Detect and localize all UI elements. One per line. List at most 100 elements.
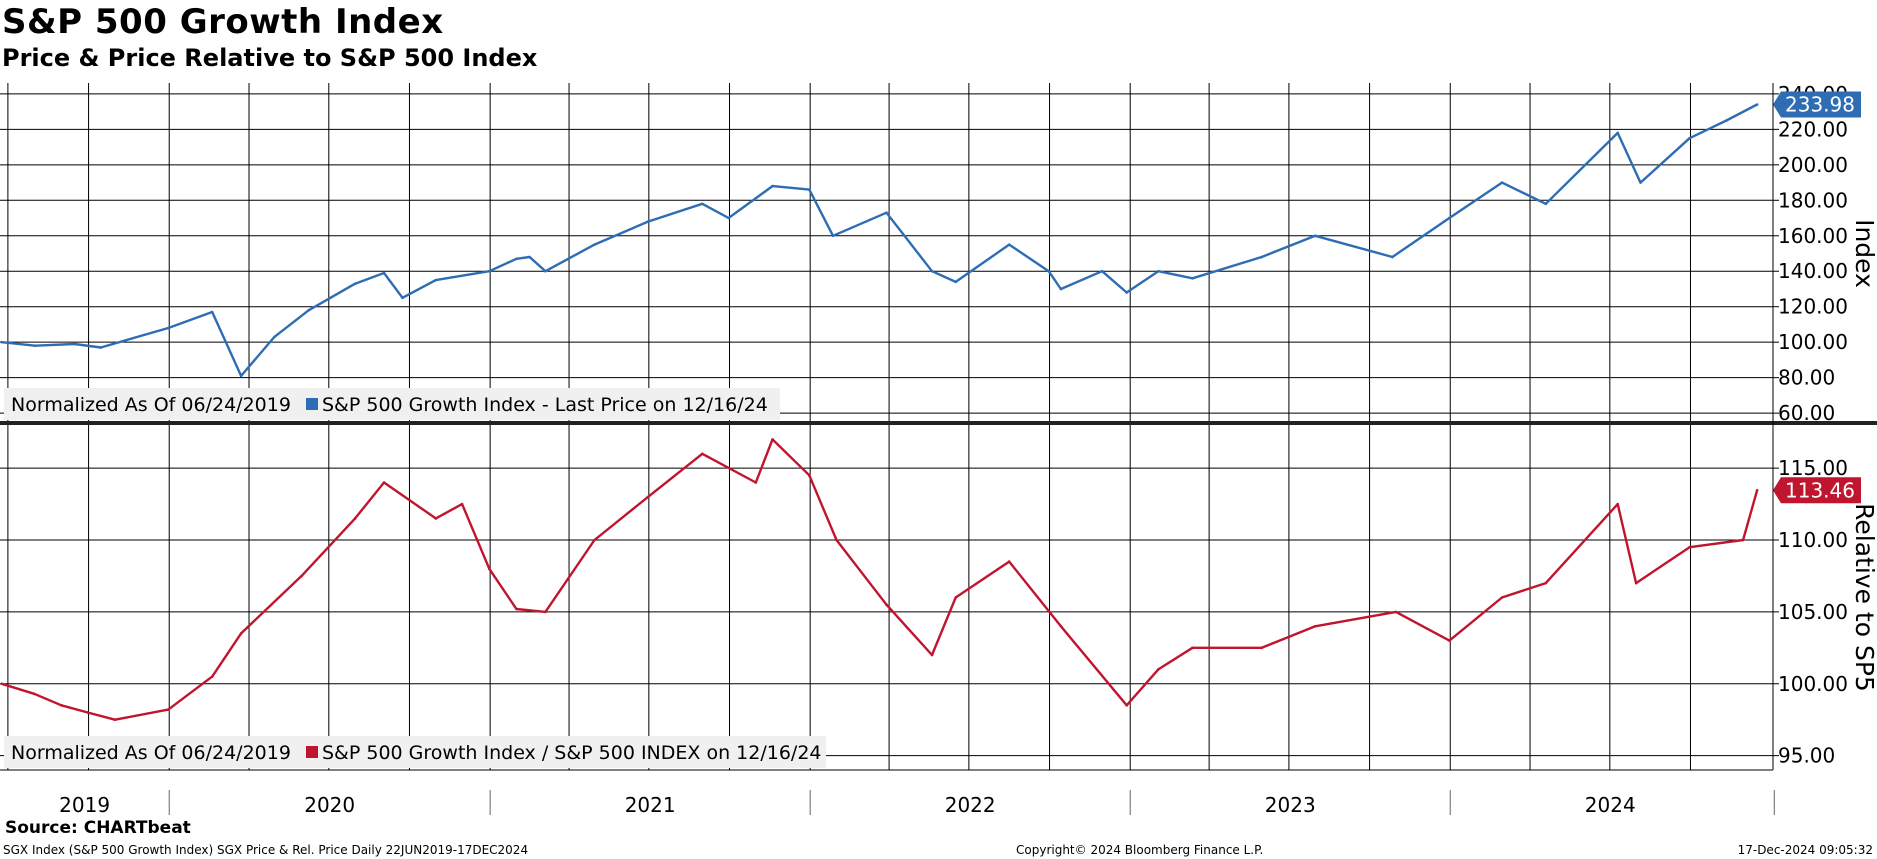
data-point (528, 255, 531, 259)
data-point (273, 335, 276, 339)
data-point (807, 474, 811, 477)
last-value-tag-background (1773, 477, 1861, 504)
data-point (0, 682, 4, 686)
data-point (434, 517, 438, 520)
data-point (1500, 596, 1504, 599)
legend-series-name: S&P 500 Growth Index / S&P 500 INDEX on … (322, 742, 822, 764)
last-value-tag: 233.98 (1773, 91, 1861, 118)
data-point (353, 517, 357, 520)
data-point (239, 632, 243, 635)
data-point (1156, 668, 1160, 671)
data-point (1634, 581, 1638, 585)
data-point (1688, 136, 1691, 140)
y-tick-label: 220.00 (1778, 117, 1848, 141)
chart-title: S&P 500 Growth Index (2, 2, 444, 42)
data-point (307, 308, 310, 312)
data-point (1191, 646, 1194, 650)
data-point (353, 282, 357, 285)
data-point (1125, 291, 1128, 294)
plot-area (0, 83, 1773, 773)
x-tick-label: 2024 (1585, 793, 1636, 817)
x-tick-label: 2021 (625, 793, 676, 817)
legend-swatch (306, 398, 318, 410)
data-point (1755, 103, 1759, 106)
data-point (930, 653, 934, 657)
y-tick-label: 140.00 (1778, 259, 1848, 283)
y-tick-label: 80.00 (1778, 366, 1835, 390)
data-point (434, 278, 438, 282)
data-point (1125, 704, 1128, 707)
last-value-label: 113.46 (1785, 478, 1855, 502)
data-point (1156, 269, 1160, 273)
data-point (1007, 560, 1011, 563)
data-point (382, 271, 386, 275)
x-tick-label: 2023 (1265, 793, 1316, 817)
data-point (1047, 269, 1050, 273)
data-point (1100, 269, 1104, 273)
y-tick-label: 110.00 (1778, 528, 1848, 552)
legend-prefix: Normalized As Of 06/24/2019 (11, 742, 291, 764)
data-point (401, 296, 404, 300)
data-point (167, 708, 170, 711)
data-point (1007, 243, 1011, 246)
data-point (544, 610, 547, 614)
legend-swatch (306, 746, 318, 758)
data-point (515, 607, 518, 611)
data-point (1688, 545, 1691, 549)
data-point (210, 675, 214, 678)
x-tick-label: 2022 (945, 793, 996, 817)
data-point (807, 188, 811, 191)
data-point (32, 692, 36, 696)
data-point (1616, 131, 1620, 135)
data-point (835, 538, 838, 542)
legend-series-name: S&P 500 Growth Index - Last Price on 12/… (322, 394, 768, 416)
data-point (1059, 287, 1063, 291)
data-point (1313, 624, 1317, 628)
data-point (1191, 277, 1194, 280)
copyright-note: Copyright© 2024 Bloomberg Finance L.P. (1016, 843, 1264, 857)
y-tick-label: 200.00 (1778, 153, 1848, 177)
data-point (1260, 255, 1264, 259)
data-point (727, 216, 730, 220)
data-point (1544, 202, 1548, 206)
data-point (1260, 646, 1264, 650)
source-note: Source: CHARTbeat (5, 818, 191, 838)
data-point (60, 704, 63, 707)
data-point (646, 495, 650, 499)
x-tick-label: 2019 (59, 793, 110, 817)
legend-prefix: Normalized As Of 06/24/2019 (11, 394, 291, 416)
y-tick-label: 180.00 (1778, 188, 1848, 212)
data-point (86, 711, 89, 714)
chart-subtitle: Price & Price Relative to S&P 500 Index (2, 44, 538, 72)
data-point (1394, 610, 1398, 614)
y-axis-title: Relative to SP5 (1850, 503, 1877, 692)
data-point (701, 202, 704, 206)
data-point (487, 269, 491, 273)
data-point (73, 342, 76, 346)
y-tick-label: 100.00 (1778, 330, 1848, 354)
y-tick-label: 95.00 (1778, 744, 1835, 768)
y-tick-label: 105.00 (1778, 600, 1848, 624)
data-point (954, 280, 958, 284)
y-axis-title: Index (1850, 219, 1877, 288)
data-point (646, 220, 650, 223)
data-point (1500, 181, 1504, 184)
data-point (167, 326, 170, 330)
data-point (487, 567, 491, 571)
data-point (239, 374, 243, 378)
legend-background (4, 736, 826, 768)
ticker-info: SGX Index (S&P 500 Growth Index) SGX Pri… (3, 843, 529, 857)
data-point (593, 243, 596, 246)
data-point (1639, 181, 1642, 184)
y-tick-label: 100.00 (1778, 672, 1848, 696)
x-tick-label: 2020 (304, 793, 355, 817)
timestamp: 17-Dec-2024 09:05:32 (1737, 843, 1873, 857)
data-point (0, 340, 4, 344)
data-point (300, 574, 303, 578)
data-point (113, 718, 117, 721)
data-point (885, 603, 888, 606)
data-point (33, 344, 37, 348)
data-point (593, 538, 596, 542)
series-line (1, 438, 1759, 721)
